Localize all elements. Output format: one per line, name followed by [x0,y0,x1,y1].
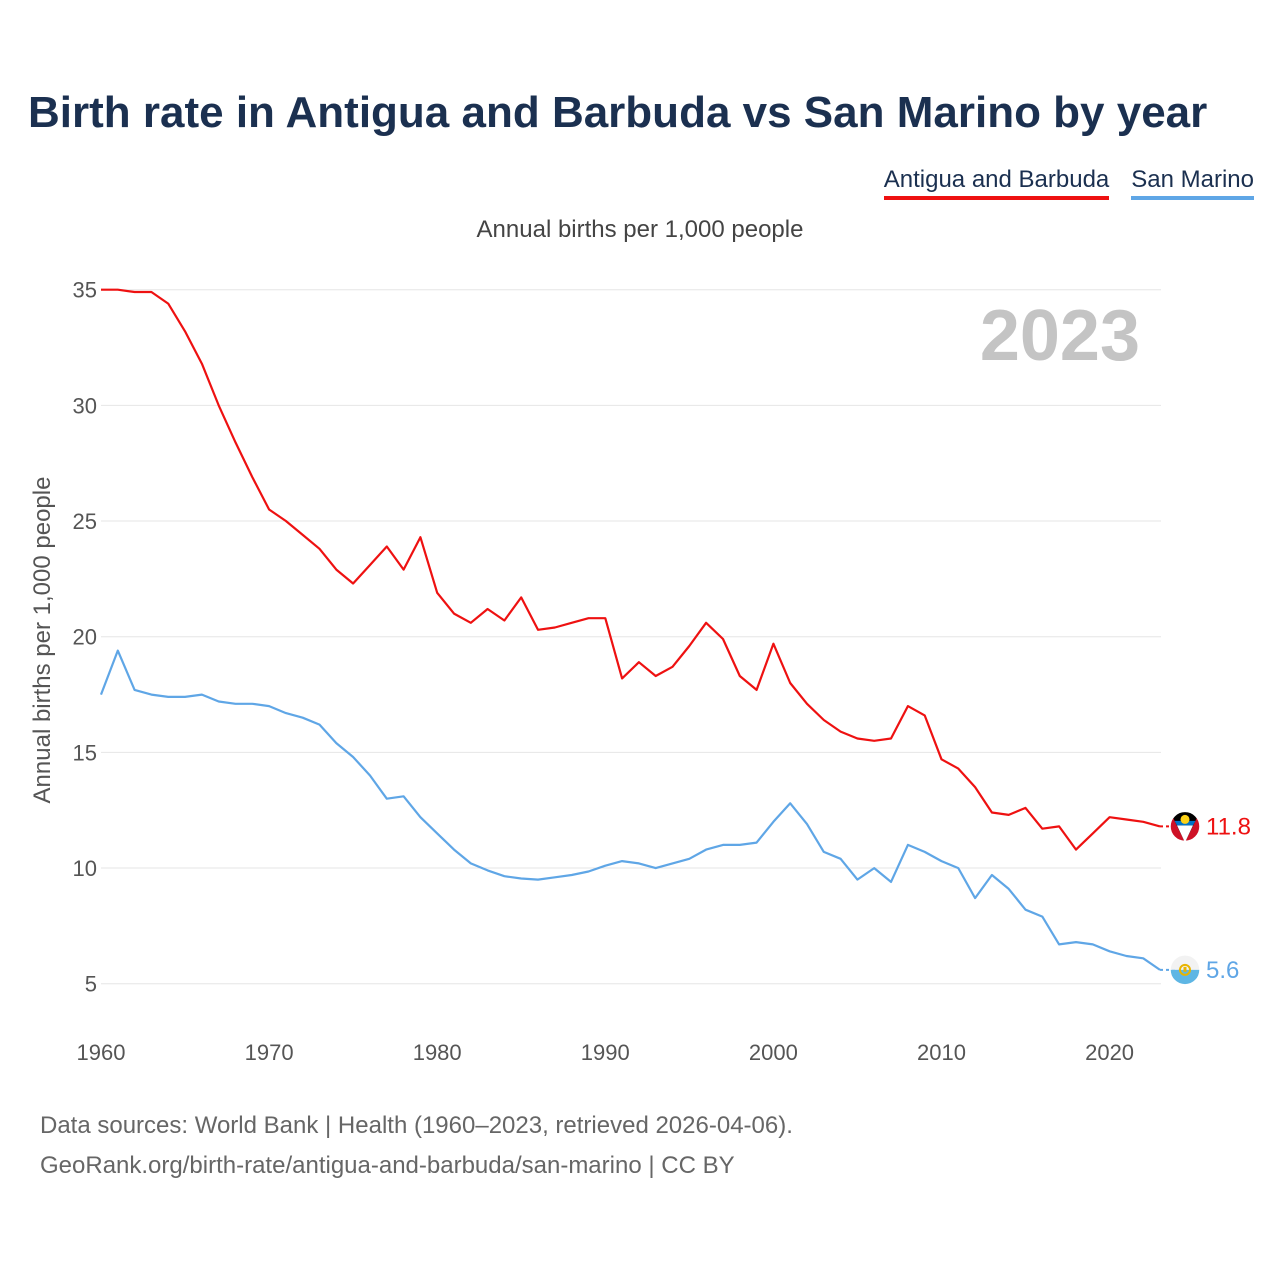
antigua-flag-icon [1169,810,1201,843]
legend: Antigua and Barbuda San Marino [883,166,1254,200]
x-tick-label-1960: 1960 [77,1040,126,1065]
chart-subtitle: Annual births per 1,000 people [476,216,804,243]
year-watermark: 2023 [980,296,1140,376]
x-tick-label-1980: 1980 [413,1040,462,1065]
legend-item-antigua-and-barbuda[interactable]: Antigua and Barbuda [883,166,1110,200]
y-tick-label-30: 30 [73,393,97,418]
x-tick-label-2000: 2000 [749,1040,798,1065]
series-line-san-marino[interactable] [99,649,1161,971]
source-line-2[interactable]: GeoRank.org/birth-rate/antigua-and-barbu… [40,1152,735,1179]
y-tick-label-10: 10 [73,856,97,881]
y-tick-label-35: 35 [73,278,97,303]
data-source-footer: Data sources: World Bank | Health (1960–… [40,1106,793,1186]
end-value-label-antigua-and-barbuda: 11.8 [1206,813,1251,840]
source-line-1: Data sources: World Bank | Health (1960–… [40,1112,793,1139]
legend-item-san-marino[interactable]: San Marino [1131,166,1254,200]
y-tick-label-25: 25 [73,509,97,534]
y-axis-label: Annual births per 1,000 people [29,477,56,804]
series-line-antigua-and-barbuda[interactable] [101,288,1161,851]
y-tick-label-5: 5 [85,972,97,997]
x-tick-label-1970: 1970 [245,1040,294,1065]
y-tick-label-15: 15 [73,740,97,765]
san-marino-flag-icon [1169,954,1201,986]
page-title: Birth rate in Antigua and Barbuda vs San… [28,88,1208,137]
x-tick-label-2010: 2010 [917,1040,966,1065]
x-tick-label-2020: 2020 [1085,1040,1134,1065]
end-value-label-san-marino: 5.6 [1206,957,1239,984]
x-tick-label-1990: 1990 [581,1040,630,1065]
y-tick-label-20: 20 [73,625,97,650]
